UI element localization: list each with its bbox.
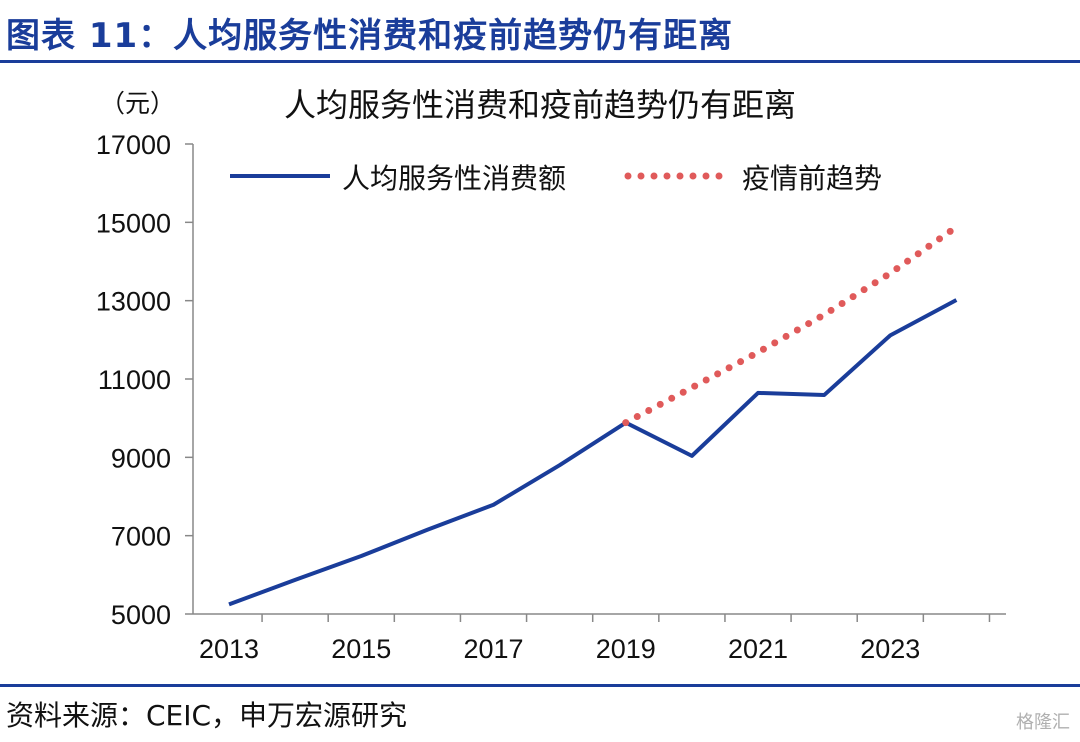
chart-title: 人均服务性消费和疫前趋势仍有距离 — [284, 86, 796, 124]
y-tick-label: 9000 — [111, 443, 171, 473]
y-tick-label: 15000 — [96, 208, 171, 238]
y-tick-label: 11000 — [98, 365, 171, 395]
legend-label-trend: 疫情前趋势 — [742, 162, 882, 195]
y-tick-label: 13000 — [96, 287, 171, 317]
y-tick-label: 17000 — [96, 130, 171, 160]
x-axis-ticks: 2013 2015 2017 2019 2021 2023 — [199, 614, 991, 664]
x-tick-label: 2017 — [463, 634, 523, 664]
legend-label-actual: 人均服务性消费额 — [342, 162, 566, 195]
y-tick-label: 7000 — [111, 522, 171, 552]
bottom-rule — [0, 684, 1080, 687]
top-rule — [0, 60, 1080, 63]
x-tick-label: 2023 — [860, 634, 920, 664]
watermark-text: 格隆汇 — [1016, 712, 1070, 733]
x-tick-label: 2021 — [728, 634, 788, 664]
y-axis-ticks: 5000 7000 9000 11000 13000 15000 17000 — [96, 130, 193, 630]
x-tick-label: 2015 — [331, 634, 391, 664]
x-tick-label: 2019 — [596, 634, 656, 664]
series-group — [228, 223, 960, 607]
legend: 人均服务性消费额 疫情前趋势 — [230, 162, 882, 195]
y-axis-unit-label: （元） — [100, 89, 175, 118]
x-tick-label: 2013 — [199, 634, 259, 664]
line-chart: 人均服务性消费和疫前趋势仍有距离 （元） 5000 7000 9000 11000 13… — [96, 86, 1006, 664]
figure-title: 图表 11：人均服务性消费和疫前趋势仍有距离 — [6, 16, 734, 56]
series-line-trend — [622, 223, 960, 427]
source-note: 资料来源：CEIC，申万宏源研究 — [6, 699, 408, 732]
series-line-actual — [228, 298, 958, 607]
y-tick-label: 5000 — [111, 600, 171, 630]
